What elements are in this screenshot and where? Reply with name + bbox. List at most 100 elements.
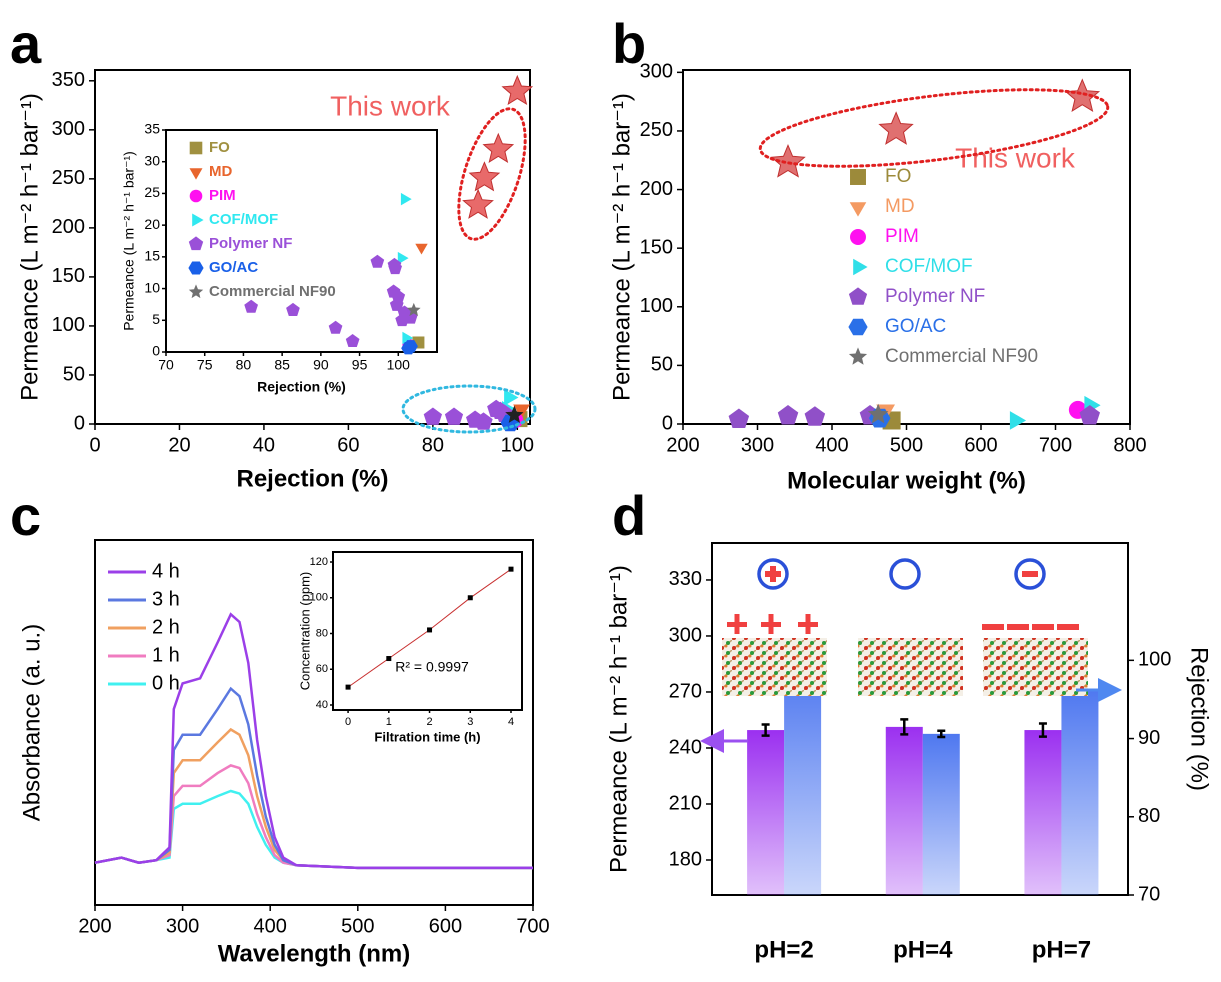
y-axis-title: Absorbance (a. u.) <box>18 624 45 821</box>
legend-label: Polymer NF <box>209 235 292 252</box>
y-tick-label: 150 <box>640 236 673 258</box>
marker <box>286 302 300 316</box>
error-bar <box>937 729 946 739</box>
legend-label: GO/AC <box>209 259 258 276</box>
x-axis-title: Molecular weight (%) <box>787 467 1026 494</box>
x-tick-label: 200 <box>78 915 111 937</box>
marker <box>328 320 343 334</box>
marker <box>504 389 519 406</box>
legend-label: 3 h <box>152 588 180 610</box>
y-tick-label: 240 <box>669 736 702 758</box>
y-tick-label: 250 <box>640 119 673 141</box>
lattice <box>983 638 1088 696</box>
panel-5: d 180 210 240 270 300 330 70 80 90 100 Permeance (L… <box>605 484 1212 964</box>
error-bar <box>761 723 770 737</box>
y2-tick-label: 70 <box>1138 883 1160 905</box>
y-tick-label: 0 <box>152 343 160 359</box>
marker <box>468 161 501 192</box>
y-tick-label: 150 <box>52 265 85 287</box>
x-tick-label: 800 <box>1113 434 1146 456</box>
y2-tick-label: 90 <box>1138 727 1160 749</box>
marker <box>1064 78 1101 112</box>
legend-marker <box>189 189 203 203</box>
y-tick-label: 15 <box>144 248 160 264</box>
legend-label: Commercial NF90 <box>209 283 336 300</box>
y-tick-label: 30 <box>144 152 160 168</box>
x-axis-title: Wavelength (nm) <box>218 940 410 967</box>
legend-marker <box>188 236 204 251</box>
x-tick-label: 400 <box>815 434 848 456</box>
x-tick-label: 3 <box>467 716 473 728</box>
legend-marker <box>850 169 866 185</box>
y-tick-label: 200 <box>640 178 673 200</box>
plus-sign <box>805 614 811 634</box>
legend-label: MD <box>209 163 232 180</box>
y-tick-label: 100 <box>310 592 328 604</box>
y-tick-label: 20 <box>144 216 160 232</box>
highlight-ellipse <box>758 88 1110 168</box>
x-tick-label: 80 <box>422 434 444 456</box>
panel-2: b 200 300 400 500 600 700 800 0 50 100 150 200 250 300… <box>608 12 1146 495</box>
marker <box>397 251 409 265</box>
legend-label: MD <box>885 196 915 217</box>
legend-label: 0 h <box>152 672 180 694</box>
x-tick-label: 700 <box>1039 434 1072 456</box>
y-tick-label: 10 <box>144 279 160 295</box>
panel-1: 70 75 80 85 90 95 100 0 5 10 15 20 25 30 35 Rejection (… <box>121 121 438 395</box>
marker <box>474 412 493 430</box>
y-axis-title: Permeance (L m⁻² h⁻¹ bar⁻¹) <box>121 151 137 331</box>
y-axis-title: Permeance (L m⁻² h⁻¹ bar⁻¹) <box>608 93 635 401</box>
annotation: R² = 0.9997 <box>395 659 469 675</box>
y-tick-label: 270 <box>669 680 702 702</box>
x-tick-label: pH=7 <box>1032 936 1091 963</box>
y-tick-label: 180 <box>669 848 702 870</box>
marker <box>402 331 414 345</box>
marker <box>244 299 258 313</box>
x-tick-label: 300 <box>166 915 199 937</box>
bar <box>1024 730 1062 895</box>
marker <box>804 406 826 426</box>
y-tick-label: 40 <box>316 699 328 711</box>
annotation: This work <box>330 90 451 121</box>
x-tick-label: 700 <box>516 915 549 937</box>
y-tick-label: 350 <box>52 69 85 91</box>
y-tick-label: 0 <box>74 412 85 434</box>
y-tick-label: 100 <box>52 314 85 336</box>
marker <box>508 566 514 572</box>
decorations <box>401 88 1110 434</box>
legend-marker <box>853 258 868 276</box>
marker <box>415 243 428 255</box>
y2-tick-label: 80 <box>1138 805 1160 827</box>
legend-label: Commercial NF90 <box>885 346 1038 367</box>
y-tick-label: 0 <box>662 412 673 434</box>
line <box>94 612 533 870</box>
legend-label: 2 h <box>152 616 180 638</box>
y-axis-title: Concentration (ppm) <box>297 572 312 691</box>
bar <box>784 668 822 895</box>
panel-label: a <box>10 12 42 75</box>
x-tick-label: 600 <box>429 915 462 937</box>
marker <box>388 261 402 275</box>
marker <box>777 405 799 425</box>
marker <box>728 408 750 428</box>
legend-label: PIM <box>885 226 919 247</box>
marker <box>444 407 464 425</box>
x-tick-label: 0 <box>345 716 351 728</box>
marker <box>386 656 392 662</box>
minus-sign <box>1057 624 1079 630</box>
charge-sign <box>770 566 776 582</box>
charge-icon <box>757 558 789 590</box>
y-tick-label: 35 <box>144 121 160 137</box>
marker <box>867 403 889 424</box>
y-tick-label: 250 <box>52 167 85 189</box>
x-tick-label: 100 <box>387 357 411 373</box>
x-tick-label: 95 <box>352 357 368 373</box>
y2-tick-label: 100 <box>1138 649 1171 671</box>
minus-sign <box>982 624 1004 630</box>
x-tick-label: 4 <box>508 716 514 728</box>
y-tick-label: 300 <box>640 61 673 83</box>
error-bar <box>900 718 909 736</box>
x-tick-label: 200 <box>666 434 699 456</box>
marker <box>345 684 351 690</box>
